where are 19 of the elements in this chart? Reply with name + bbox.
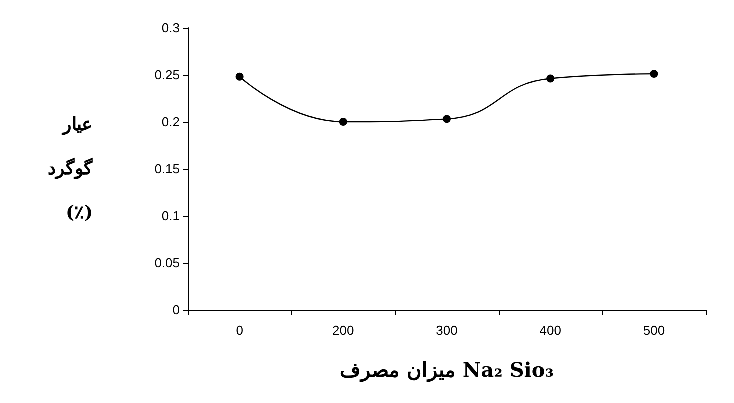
point — [443, 115, 451, 124]
y-tick-label: 0 — [172, 302, 180, 318]
x-tick-label: 200 — [332, 323, 354, 338]
x-tick-label: 400 — [540, 323, 562, 338]
y-tick-label: 0.05 — [154, 256, 180, 270]
x-axis-title: میزان مصرف Na₂ Sio₃ — [340, 358, 554, 383]
x-tick-label: 300 — [436, 323, 458, 338]
text: عیار گوگرد (٪) — [48, 114, 93, 224]
point — [236, 72, 244, 81]
point — [339, 118, 348, 126]
y-tick-label: 0.2 — [162, 114, 180, 130]
x-tick-label: 0 — [236, 323, 244, 338]
y-tick-label: 0.3 — [162, 20, 180, 36]
point — [650, 70, 658, 78]
y-tick-label: 0.15 — [154, 162, 180, 176]
y-tick-label: 0.1 — [162, 208, 180, 224]
y-tick-label: 0.25 — [154, 68, 180, 82]
x-tick-label: 500 — [643, 323, 666, 338]
point — [546, 74, 555, 83]
